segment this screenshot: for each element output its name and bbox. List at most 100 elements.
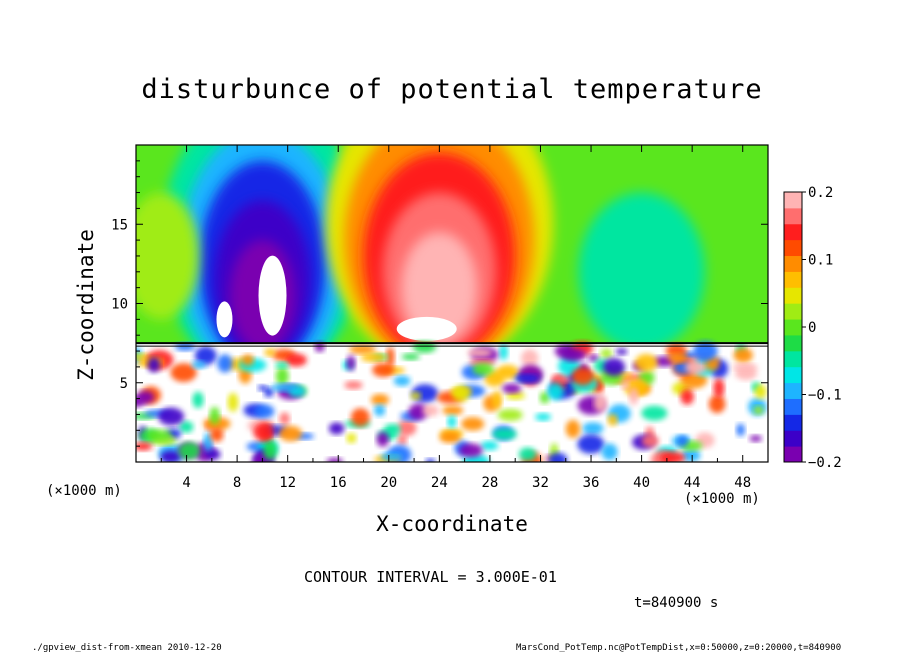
boundary-layer-cell <box>492 428 518 440</box>
boundary-layer-cell <box>749 435 762 442</box>
colorbar-segment <box>784 255 802 272</box>
time-note: t=840900 s <box>634 595 719 611</box>
boundary-layer-cell <box>397 434 407 446</box>
boundary-layer-cell <box>279 425 303 442</box>
boundary-layer-cell <box>620 381 630 390</box>
boundary-layer-cell <box>194 346 217 365</box>
boundary-layer-cell <box>170 363 197 382</box>
boundary-layer-cell <box>634 353 658 372</box>
x-tick-label: 44 <box>684 475 701 491</box>
boundary-layer-cell <box>257 384 268 391</box>
field-blob-9 <box>401 232 478 344</box>
boundary-layer-cell <box>326 457 343 462</box>
boundary-layer-cell <box>521 349 539 367</box>
colorbar-segment <box>784 414 802 431</box>
boundary-layer-cell <box>548 452 568 462</box>
boundary-layer-cell <box>551 374 574 383</box>
boundary-layer-cell <box>376 432 389 447</box>
colorbar-segment <box>784 430 802 447</box>
y-unit-label: (×1000 m) <box>46 483 122 499</box>
x-tick-label: 24 <box>431 475 448 491</box>
boundary-layer-cell <box>499 343 508 361</box>
boundary-layer-cell <box>693 341 718 361</box>
boundary-layer-cell <box>210 427 224 442</box>
boundary-layer-cell <box>174 342 196 351</box>
boundary-layer-cell <box>425 458 436 462</box>
heatmap-field <box>136 145 768 462</box>
boundary-layer-cell <box>600 348 613 359</box>
x-tick-label: 20 <box>380 475 397 491</box>
boundary-layer-cell <box>502 383 522 394</box>
boundary-layer-cell <box>275 367 289 386</box>
boundary-layer-cell <box>408 403 428 421</box>
boundary-layer-cell <box>641 434 659 448</box>
y-axis-ticks: 5 10 15 <box>111 160 768 447</box>
x-unit-label: (×1000 m) <box>684 491 760 507</box>
boundary-layer-cell <box>467 348 493 358</box>
colorbar-segment <box>784 334 802 352</box>
boundary-layer-cell <box>492 390 502 409</box>
boundary-layer-cell <box>370 394 390 406</box>
boundary-layer-cell <box>577 434 605 454</box>
boundary-layer-cell <box>753 405 764 415</box>
boundary-layer-cell <box>733 347 753 363</box>
boundary-layer-cell <box>275 361 289 369</box>
boundary-layer-cell <box>393 375 411 387</box>
x-tick-label: 40 <box>633 475 650 491</box>
x-tick-label: 36 <box>583 475 600 491</box>
boundary-layer-cell <box>191 360 206 369</box>
x-tick-label: 8 <box>233 475 241 491</box>
boundary-layer-cell <box>263 440 277 460</box>
x-tick-label: 32 <box>532 475 549 491</box>
boundary-layer-cell <box>588 354 599 362</box>
boundary-layer-cell <box>360 352 387 362</box>
y-tick-label: 15 <box>111 217 128 233</box>
boundary-layer-cell <box>374 404 386 417</box>
boundary-layer-cell <box>217 354 233 373</box>
x-tick-label: 28 <box>481 475 498 491</box>
boundary-layer-cell <box>681 448 701 462</box>
field-blob-11 <box>136 192 200 320</box>
negative-core <box>258 255 287 336</box>
boundary-layer-cell <box>264 348 276 357</box>
boundary-layer-cell <box>677 435 688 447</box>
boundary-layer-cell <box>203 432 213 452</box>
boundary-layer-cell <box>192 391 204 409</box>
boundary-layer-cell <box>241 354 254 366</box>
boundary-layer-cell <box>203 416 231 431</box>
colorbar-tick-label: −0.2 <box>808 455 842 471</box>
boundary-layer-cell <box>386 346 395 367</box>
colorbar-segment <box>784 446 802 463</box>
footer-script-info: ./gpview_dist-from-xmean 2010-12-20 <box>32 643 222 653</box>
boundary-layer-cell <box>736 423 745 437</box>
boundary-layer-cell <box>560 348 587 362</box>
boundary-layer-cell <box>349 344 376 355</box>
boundary-layer-cell <box>314 341 325 353</box>
colorbar-tick-label: 0.2 <box>808 185 833 201</box>
boundary-layer-cell <box>422 404 439 417</box>
negative-core-2 <box>216 301 233 338</box>
boundary-layer-cell <box>447 415 457 429</box>
boundary-layer-cell <box>667 353 687 363</box>
boundary-layer-cell <box>629 387 639 406</box>
boundary-layer-cell <box>254 404 275 419</box>
colorbar-segment <box>784 382 802 399</box>
field-blob-10 <box>578 192 705 352</box>
boundary-layer-cell <box>350 408 370 427</box>
boundary-layer-cell <box>328 422 345 435</box>
chart-title: disturbunce of potential temperature <box>141 74 763 105</box>
boundary-layer-cell <box>285 353 307 367</box>
boundary-layer-cell <box>227 392 239 412</box>
boundary-layer-cell <box>346 433 357 444</box>
boundary-layer-cell <box>179 421 194 433</box>
boundary-layer-cell <box>461 417 485 431</box>
footer-file-info: MarsCond_PotTemp.nc@PotTempDist,x=0:5000… <box>516 643 842 653</box>
boundary-layer-cell <box>732 363 758 371</box>
boundary-layer-cell <box>680 389 694 405</box>
colorbar-segment <box>784 207 802 225</box>
boundary-layer-cell <box>344 380 363 390</box>
y-tick-label: 5 <box>120 376 128 392</box>
boundary-layer-cell <box>410 392 422 400</box>
boundary-layer-cell <box>641 405 668 421</box>
boundary-layer-cell <box>451 385 471 402</box>
